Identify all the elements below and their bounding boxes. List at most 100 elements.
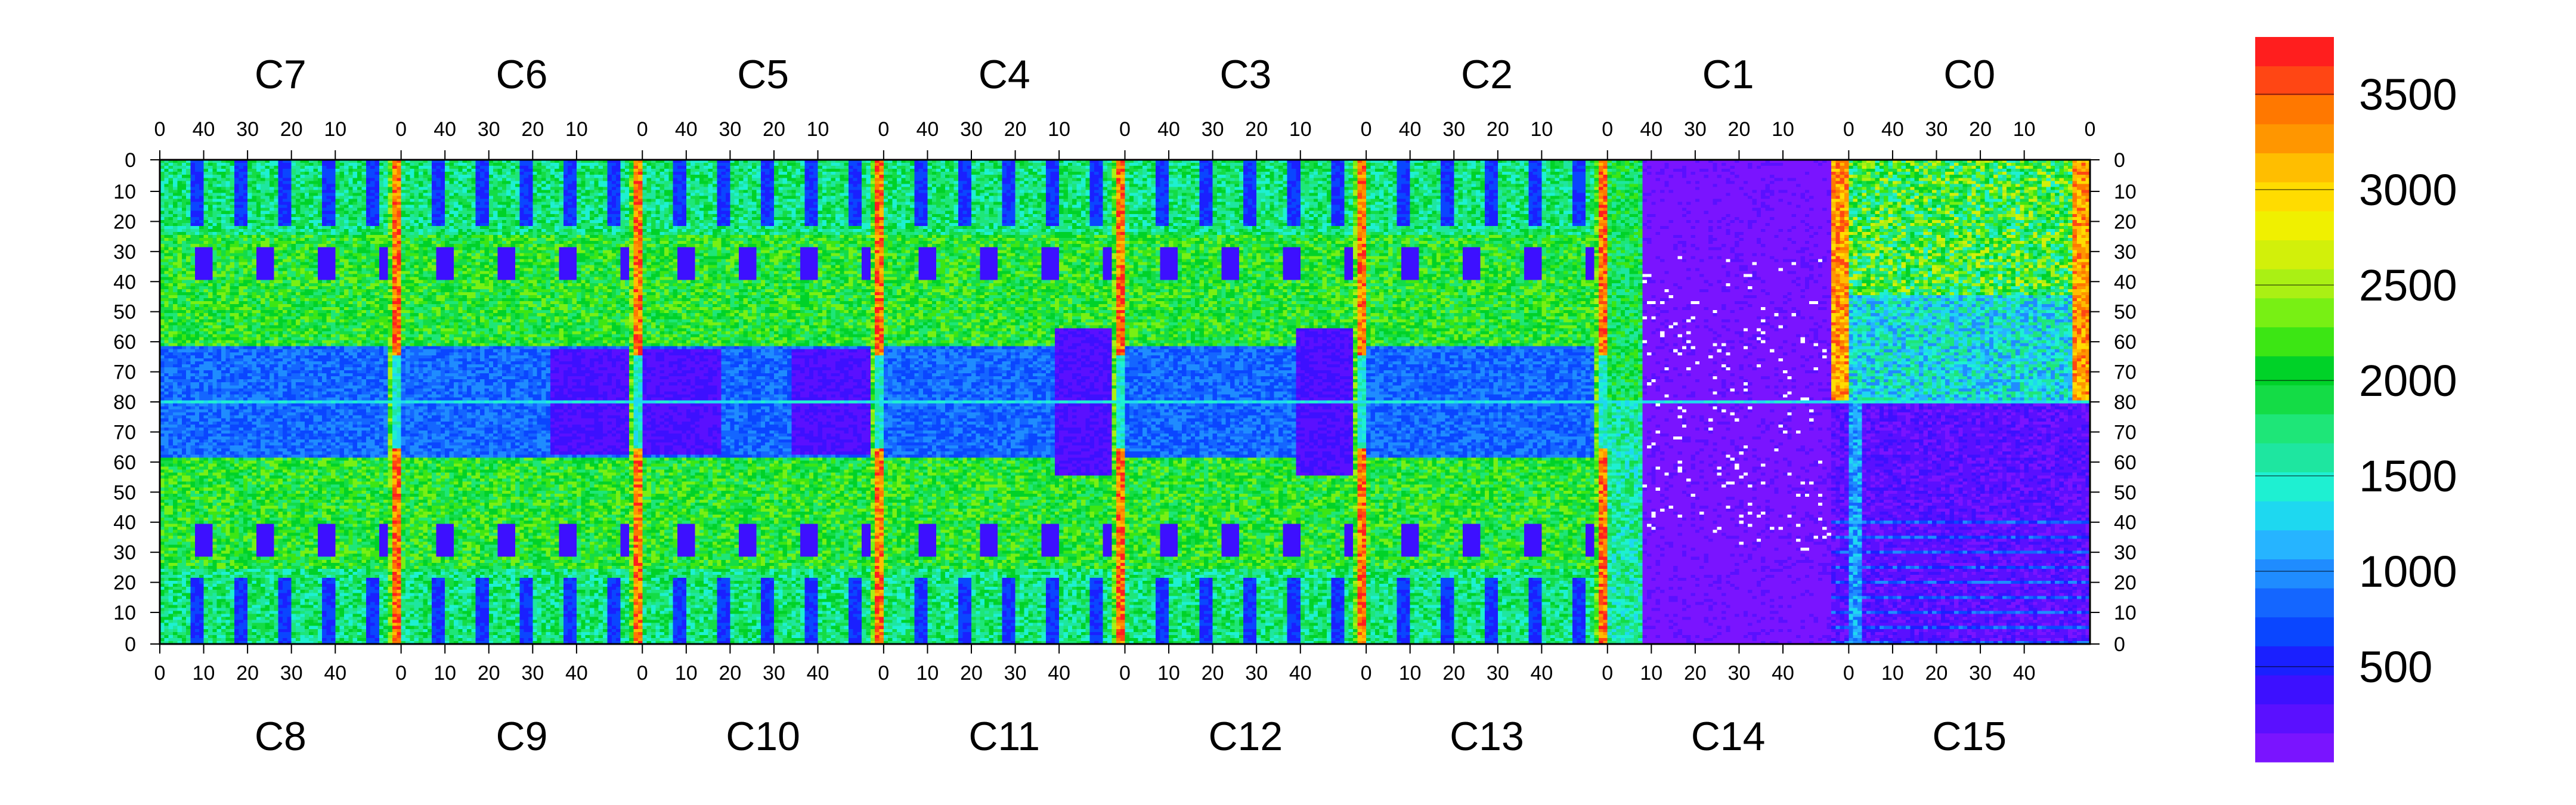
bottom-tick-label: 20 [719, 662, 741, 685]
bottom-tick-label: 40 [1530, 662, 1553, 685]
top-tick-label: 20 [280, 118, 303, 141]
y-tick-label: 40 [2114, 512, 2137, 534]
top-tick-label: 0 [637, 118, 648, 141]
top-tick-label: 10 [1289, 118, 1312, 141]
chip-label-c14: C14 [1691, 714, 1766, 759]
top-tick-label: 10 [2013, 118, 2036, 141]
colorbar-swatch [2255, 123, 2334, 154]
top-tick-label: 40 [1157, 118, 1180, 141]
colorbar-tick-label: 3000 [2359, 165, 2457, 215]
bottom-tick-label: 40 [807, 662, 829, 685]
y-tick-label: 0 [125, 633, 136, 656]
colorbar-tick-label: 500 [2359, 642, 2432, 692]
top-tick-label: 30 [719, 118, 741, 141]
y-tick-label: 60 [113, 451, 136, 474]
chip-label-c15: C15 [1932, 714, 2007, 759]
chip-label-c11: C11 [968, 714, 1040, 759]
bottom-tick-label: 40 [1048, 662, 1070, 685]
bottom-tick-label: 40 [1772, 662, 1794, 685]
y-tick-label: 70 [113, 361, 136, 384]
top-tick-label: 20 [1969, 118, 1992, 141]
top-tick-label: 20 [1004, 118, 1027, 141]
top-tick-label: 40 [1881, 118, 1904, 141]
top-tick-label: 20 [521, 118, 544, 141]
y-tick-label: 20 [113, 210, 136, 233]
colorbar-swatch [2255, 327, 2334, 357]
colorbar-swatch [2255, 210, 2334, 240]
y-tick-label: 20 [113, 572, 136, 595]
top-tick-label: 40 [675, 118, 698, 141]
y-tick-label: 10 [113, 602, 136, 624]
top-tick-label: 0 [1119, 118, 1131, 141]
bottom-tick-label: 0 [878, 662, 889, 685]
colorbar-tick-label: 2500 [2359, 261, 2457, 310]
bottom-tick-label: 30 [1728, 662, 1751, 685]
bottom-tick-label: 40 [324, 662, 346, 685]
chip-label-c7: C7 [255, 52, 306, 97]
top-tick-label: 0 [1602, 118, 1613, 141]
y-tick-label: 80 [113, 391, 136, 414]
bottom-tick-label: 20 [960, 662, 983, 685]
bottom-tick-label: 20 [236, 662, 259, 685]
top-tick-label: 10 [1530, 118, 1553, 141]
chip-label-c4: C4 [979, 52, 1030, 97]
bottom-tick-label: 10 [1157, 662, 1180, 685]
y-tick-label: 10 [2114, 181, 2137, 203]
y-tick-label: 0 [2114, 149, 2125, 172]
bottom-tick-label: 20 [1202, 662, 1224, 685]
y-tick-label: 60 [2114, 331, 2137, 354]
top-tick-label: 30 [236, 118, 259, 141]
bottom-axis: 0 10 20 30 40 0 10 20 30 40 0 10 20 30 40 0 10 20 30 40 0 10 2… [154, 644, 2036, 685]
bottom-tick-label: 10 [1399, 662, 1422, 685]
colorbar-swatch [2255, 66, 2334, 95]
y-tick-label: 30 [113, 541, 136, 564]
colorbar-swatch [2255, 414, 2334, 444]
y-tick-label: 50 [2114, 481, 2137, 504]
bottom-tick-label: 30 [763, 662, 785, 685]
left-axis: 0 10 20 30 40 50 60 70 80 70 60 50 40 30 20 10 0 [113, 149, 160, 656]
top-axis: 40 30 20 10 0 40 30 20 10 0 40 30 20 10 0 40 30 20 10 0 40 30… [154, 118, 2095, 160]
y-tick-label: 30 [2114, 541, 2137, 564]
top-tick-label: 0 [1361, 118, 1372, 141]
top-tick-label: 40 [1640, 118, 1662, 141]
colorbar-swatch [2255, 356, 2334, 386]
y-tick-label: 10 [113, 181, 136, 203]
colorbar-swatch [2255, 530, 2334, 560]
bottom-tick-label: 10 [917, 662, 939, 685]
bottom-tick-label: 20 [478, 662, 500, 685]
bottom-tick-label: 20 [1442, 662, 1465, 685]
y-tick-label: 30 [113, 241, 136, 264]
chip-label-c9: C9 [496, 714, 547, 759]
bottom-tick-label: 10 [1881, 662, 1904, 685]
top-tick-label: 10 [565, 118, 588, 141]
colorbar-tick-label: 1500 [2359, 451, 2457, 501]
y-tick-label: 40 [113, 512, 136, 534]
top-tick-label: 20 [763, 118, 785, 141]
colorbar-swatch [2255, 733, 2334, 763]
top-tick-label: 0 [878, 118, 889, 141]
chip-label-c10: C10 [726, 714, 800, 759]
bottom-tick-label: 20 [1925, 662, 1948, 685]
bottom-tick-label: 40 [1289, 662, 1312, 685]
y-tick-label: 20 [2114, 572, 2137, 595]
bottom-tick-label: 40 [2013, 662, 2036, 685]
y-tick-label: 0 [2114, 633, 2125, 656]
bottom-tick-label: 30 [1969, 662, 1992, 685]
y-tick-label: 10 [2114, 602, 2137, 624]
bottom-tick-label: 20 [1684, 662, 1707, 685]
top-tick-label: 10 [807, 118, 829, 141]
chip-label-c5: C5 [737, 52, 789, 97]
heatmap-cells [160, 160, 2090, 644]
colorbar-tick-label: 3500 [2359, 70, 2457, 119]
y-tick-label: 40 [2114, 271, 2137, 293]
colorbar-swatch [2255, 472, 2334, 501]
bottom-tick-label: 30 [1004, 662, 1027, 685]
chip-label-c2: C2 [1461, 52, 1513, 97]
colorbar-swatch [2255, 442, 2334, 473]
chip-label-c0: C0 [1943, 52, 1995, 97]
bottom-tick-label: 0 [154, 662, 166, 685]
colorbar-swatch [2255, 153, 2334, 182]
colorbar-swatch [2255, 182, 2334, 212]
colorbar-swatch [2255, 240, 2334, 270]
